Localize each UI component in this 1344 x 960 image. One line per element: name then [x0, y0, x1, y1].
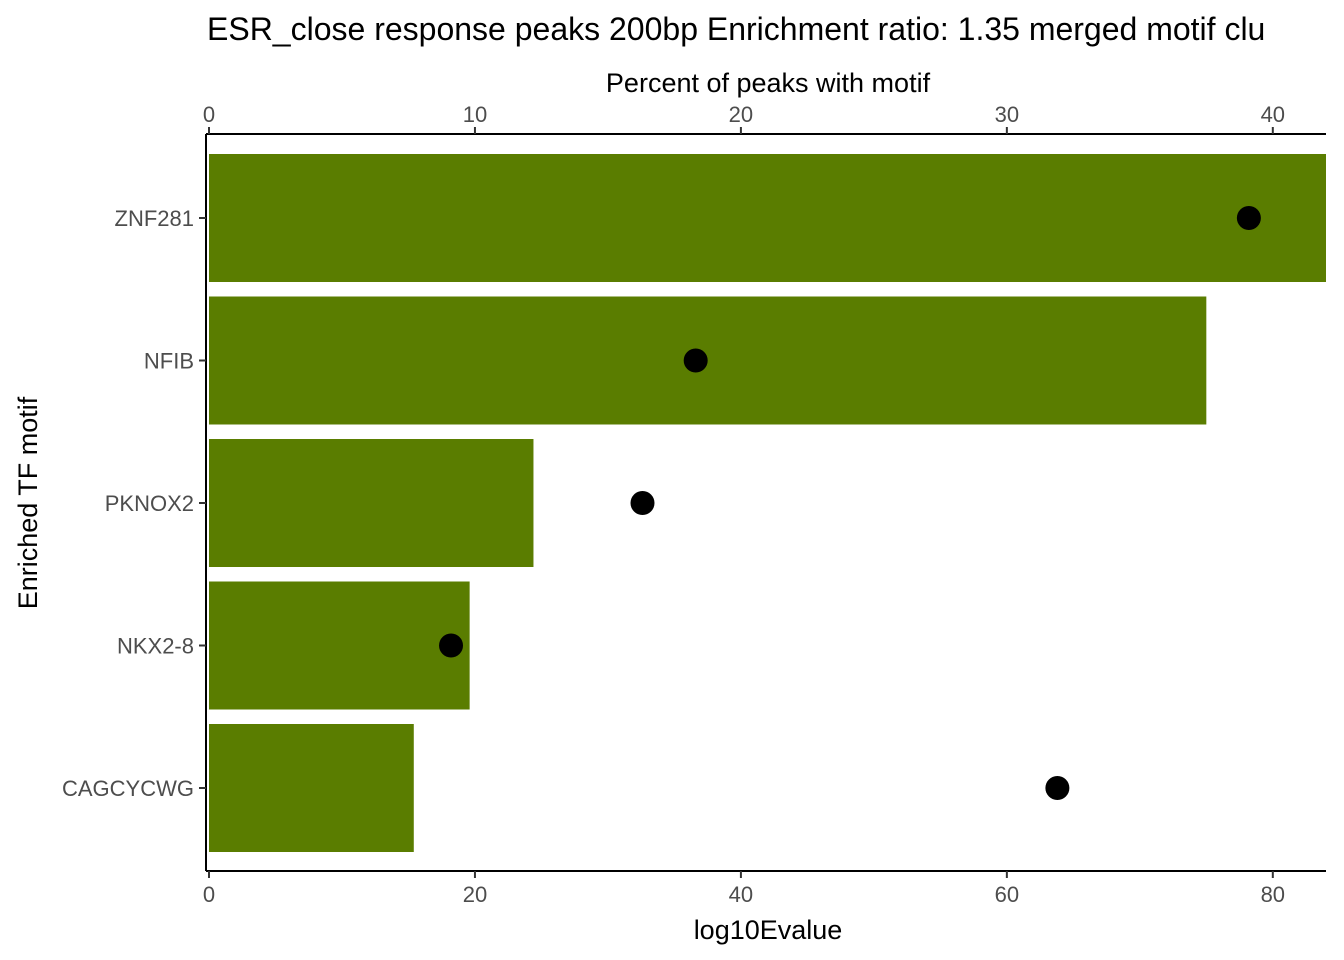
y-tick-label: PKNOX2: [105, 491, 194, 516]
y-tick-label: CAGCYCWG: [62, 776, 194, 801]
x-tick-label: 20: [463, 882, 487, 907]
axes: 0 20 40 60 80 0 10 20 30 40 ZNF281 NFIB PKNOX2 NKX2-8…: [62, 102, 1326, 907]
point-cagcycwg: [1045, 776, 1070, 800]
secondary-x-tick-label: 20: [729, 102, 753, 127]
plot-area: [209, 154, 1326, 852]
x-tick-label: 60: [995, 882, 1019, 907]
y-tick-label: ZNF281: [115, 206, 194, 231]
point-znf281: [1236, 206, 1261, 230]
point-pknox2: [630, 491, 655, 515]
y-tick-label: NKX2-8: [117, 634, 194, 659]
bar-znf281: [209, 154, 1326, 282]
y-tick-label: NFIB: [144, 349, 194, 374]
secondary-x-tick-label: 30: [995, 102, 1019, 127]
secondary-x-tick-label: 10: [463, 102, 487, 127]
x-tick-label: 80: [1261, 882, 1285, 907]
secondary-x-axis-title: Percent of peaks with motif: [606, 68, 931, 98]
point-nfib: [683, 348, 708, 373]
point-nkx2-8: [439, 633, 464, 658]
secondary-x-tick-label: 0: [203, 102, 215, 127]
bar-cagcycwg: [209, 724, 414, 852]
x-tick-label: 40: [729, 882, 753, 907]
bar-pknox2: [209, 439, 534, 567]
y-axis-title: Enriched TF motif: [13, 396, 43, 609]
bar-nkx2-8: [209, 581, 470, 710]
x-tick-label: 0: [203, 882, 215, 907]
chart-title: ESR_close response peaks 200bp Enrichmen…: [207, 11, 1265, 47]
x-axis-title: log10Evalue: [694, 915, 843, 945]
secondary-x-tick-label: 40: [1261, 102, 1285, 127]
